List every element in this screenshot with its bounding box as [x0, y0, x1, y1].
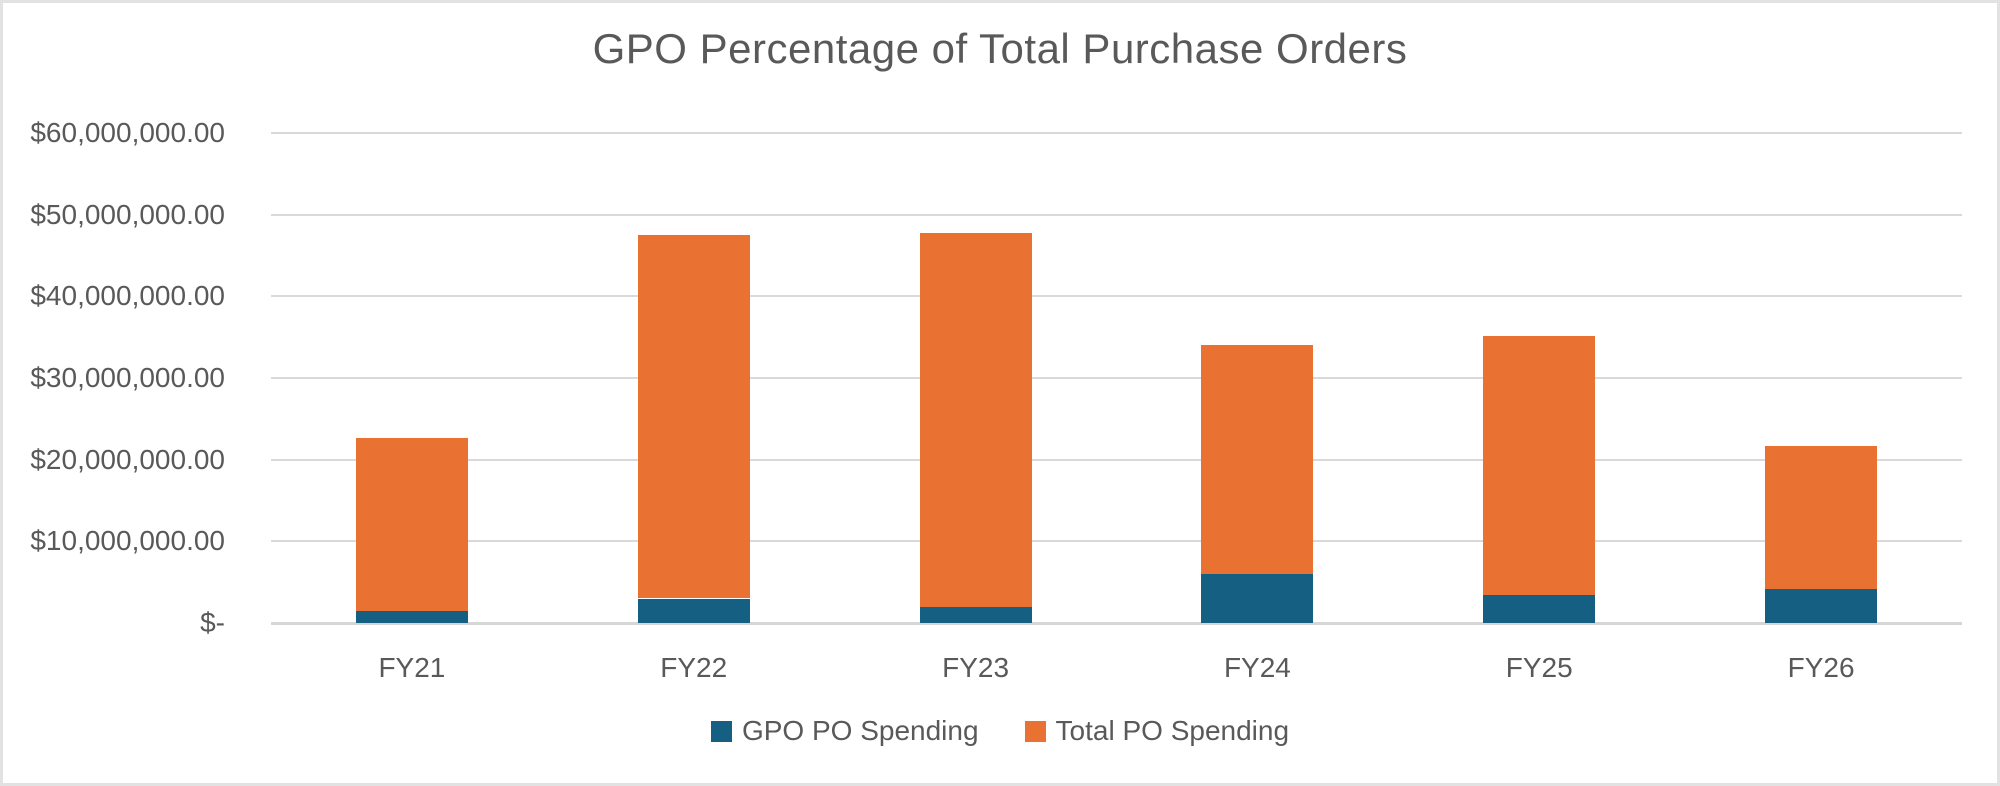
y-tick-label: $40,000,000.00 — [30, 280, 225, 312]
legend-item-gpo-po-spending: GPO PO Spending — [710, 715, 979, 747]
gridline — [271, 458, 1962, 461]
y-tick-label: $20,000,000.00 — [30, 443, 225, 475]
x-tick-label-fy25: FY25 — [1505, 652, 1573, 683]
bar-segment-gpo-po-spending-fy26 — [1765, 588, 1878, 623]
bar-segment-total-po-spending-fy25 — [1483, 335, 1596, 596]
bar-segment-total-po-spending-fy22 — [637, 235, 750, 599]
x-tick-label-fy23: FY23 — [942, 652, 1010, 683]
legend-label: GPO PO Spending — [741, 715, 979, 746]
bar-segment-total-po-spending-fy24 — [1201, 345, 1314, 574]
bar-segment-gpo-po-spending-fy22 — [637, 598, 750, 623]
gridline — [271, 377, 1962, 379]
x-tick-label-fy24: FY24 — [1223, 652, 1291, 683]
legend-swatch-icon — [710, 720, 732, 742]
legend-label: Total PO Spending — [1055, 715, 1290, 746]
bar-segment-total-po-spending-fy23 — [919, 232, 1032, 607]
chart-title: GPO Percentage of Total Purchase Orders — [592, 25, 1408, 72]
legend: GPO PO Spending Total PO Spending — [3, 715, 1997, 747]
y-tick-label: $30,000,000.00 — [30, 362, 225, 393]
bar-segment-total-po-spending-fy26 — [1765, 445, 1878, 589]
legend-item-total-po-spending: Total PO Spending — [1024, 715, 1290, 747]
gridline — [271, 295, 1962, 298]
x-axis-line — [271, 622, 1962, 625]
bar-segment-total-po-spending-fy21 — [355, 437, 468, 611]
y-tick-label: $- — [200, 607, 225, 638]
bar-segment-gpo-po-spending-fy25 — [1483, 595, 1596, 623]
gridline — [271, 540, 1962, 543]
bar-segment-gpo-po-spending-fy21 — [355, 610, 468, 623]
bar-segment-gpo-po-spending-fy23 — [919, 606, 1032, 623]
x-tick-label-fy26: FY26 — [1787, 652, 1855, 683]
y-tick-label: $10,000,000.00 — [30, 525, 225, 557]
x-tick-label-fy21: FY21 — [378, 652, 446, 683]
legend-swatch-icon — [1024, 720, 1046, 742]
gridline — [271, 213, 1962, 216]
gridline — [271, 132, 1962, 134]
y-tick-label: $60,000,000.00 — [30, 117, 225, 148]
x-tick-label-fy22: FY22 — [660, 652, 728, 683]
y-tick-label: $50,000,000.00 — [30, 198, 225, 230]
bar-segment-gpo-po-spending-fy24 — [1201, 574, 1314, 623]
